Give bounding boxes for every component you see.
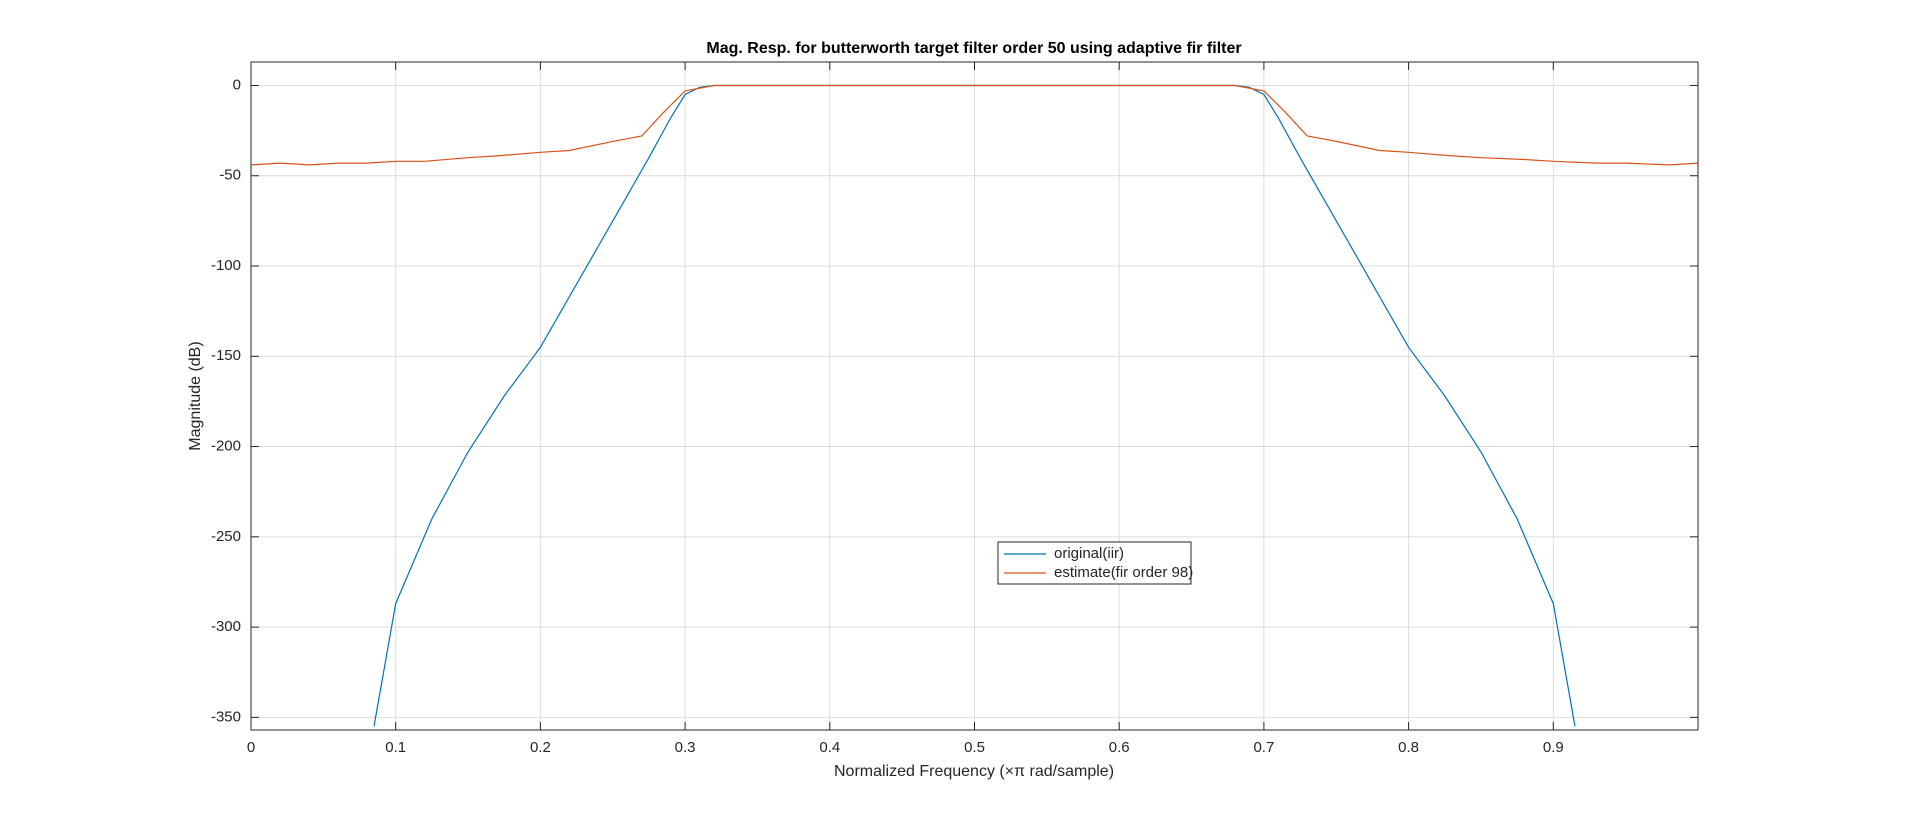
x-tick-label: 0.9 bbox=[1543, 739, 1564, 756]
x-tick-label: 0.8 bbox=[1398, 739, 1419, 756]
y-tick-label: -150 bbox=[211, 347, 241, 364]
y-tick-label: 0 bbox=[233, 76, 241, 93]
plot-frame bbox=[250, 61, 1699, 731]
chart-title: Mag. Resp. for butterworth target filter… bbox=[706, 40, 1241, 57]
x-tick-label: 0 bbox=[247, 739, 255, 756]
x-axis-label: Normalized Frequency (×π rad/sample) bbox=[834, 763, 1114, 780]
y-tick-label: -200 bbox=[211, 438, 241, 455]
legend-label: original(iir) bbox=[1054, 545, 1124, 562]
legend-label: estimate(fir order 98) bbox=[1054, 564, 1193, 581]
series-line bbox=[251, 84, 1698, 166]
x-tick-label: 0.6 bbox=[1109, 739, 1130, 756]
y-tick-label: -350 bbox=[211, 708, 241, 725]
legend-box bbox=[997, 541, 1192, 585]
y-tick-label: -300 bbox=[211, 618, 241, 635]
x-tick-label: 0.3 bbox=[675, 739, 696, 756]
x-tick-label: 0.4 bbox=[819, 739, 840, 756]
y-axis-label: Magnitude (dB) bbox=[187, 341, 204, 450]
plot-area bbox=[251, 84, 1698, 727]
y-tick-label: -250 bbox=[211, 528, 241, 545]
x-tick-label: 0.2 bbox=[530, 739, 551, 756]
x-tick-label: 0.5 bbox=[964, 739, 985, 756]
x-tick-label: 0.1 bbox=[385, 739, 406, 756]
y-tick-label: -50 bbox=[219, 167, 241, 184]
x-tick-label: 0.7 bbox=[1253, 739, 1274, 756]
y-tick-label: -100 bbox=[211, 257, 241, 274]
